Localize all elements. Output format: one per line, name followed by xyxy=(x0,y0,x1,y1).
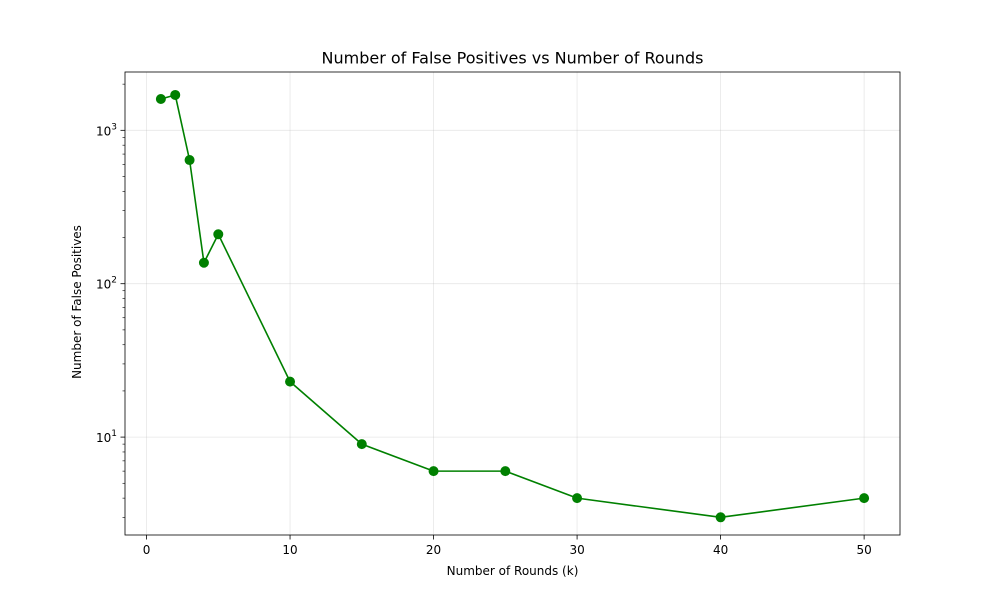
y-tick-label: 103 xyxy=(96,122,117,138)
data-point xyxy=(356,439,367,450)
x-tick-label: 40 xyxy=(713,543,728,557)
plot-axes: 0 10 20 30 40 50 101 102 103 xyxy=(96,71,901,557)
data-point xyxy=(859,493,870,504)
data-point xyxy=(184,155,195,166)
plot-frame xyxy=(124,71,901,536)
data-point xyxy=(155,94,166,105)
data-point xyxy=(213,229,224,240)
x-tick-label: 30 xyxy=(569,543,584,557)
data-point xyxy=(170,89,181,100)
data-point xyxy=(500,466,511,477)
y-tick-label: 102 xyxy=(96,276,117,292)
y-axis-label: Number of False Positives xyxy=(70,225,84,379)
chart-title: Number of False Positives vs Number of R… xyxy=(322,49,704,68)
x-tick-label: 0 xyxy=(143,543,151,557)
data-point xyxy=(285,376,296,387)
series-line xyxy=(160,94,865,519)
x-tick-label: 10 xyxy=(282,543,297,557)
data-point xyxy=(715,512,726,523)
data-point xyxy=(572,493,583,504)
data-point xyxy=(198,257,209,268)
data-point xyxy=(428,466,439,477)
x-tick-label: 20 xyxy=(426,543,441,557)
x-axis-label: Number of Rounds (k) xyxy=(447,564,579,578)
x-tick-label: 50 xyxy=(856,543,871,557)
data-series xyxy=(155,89,870,523)
y-tick-label: 101 xyxy=(96,429,117,445)
grid-lines xyxy=(125,72,900,535)
